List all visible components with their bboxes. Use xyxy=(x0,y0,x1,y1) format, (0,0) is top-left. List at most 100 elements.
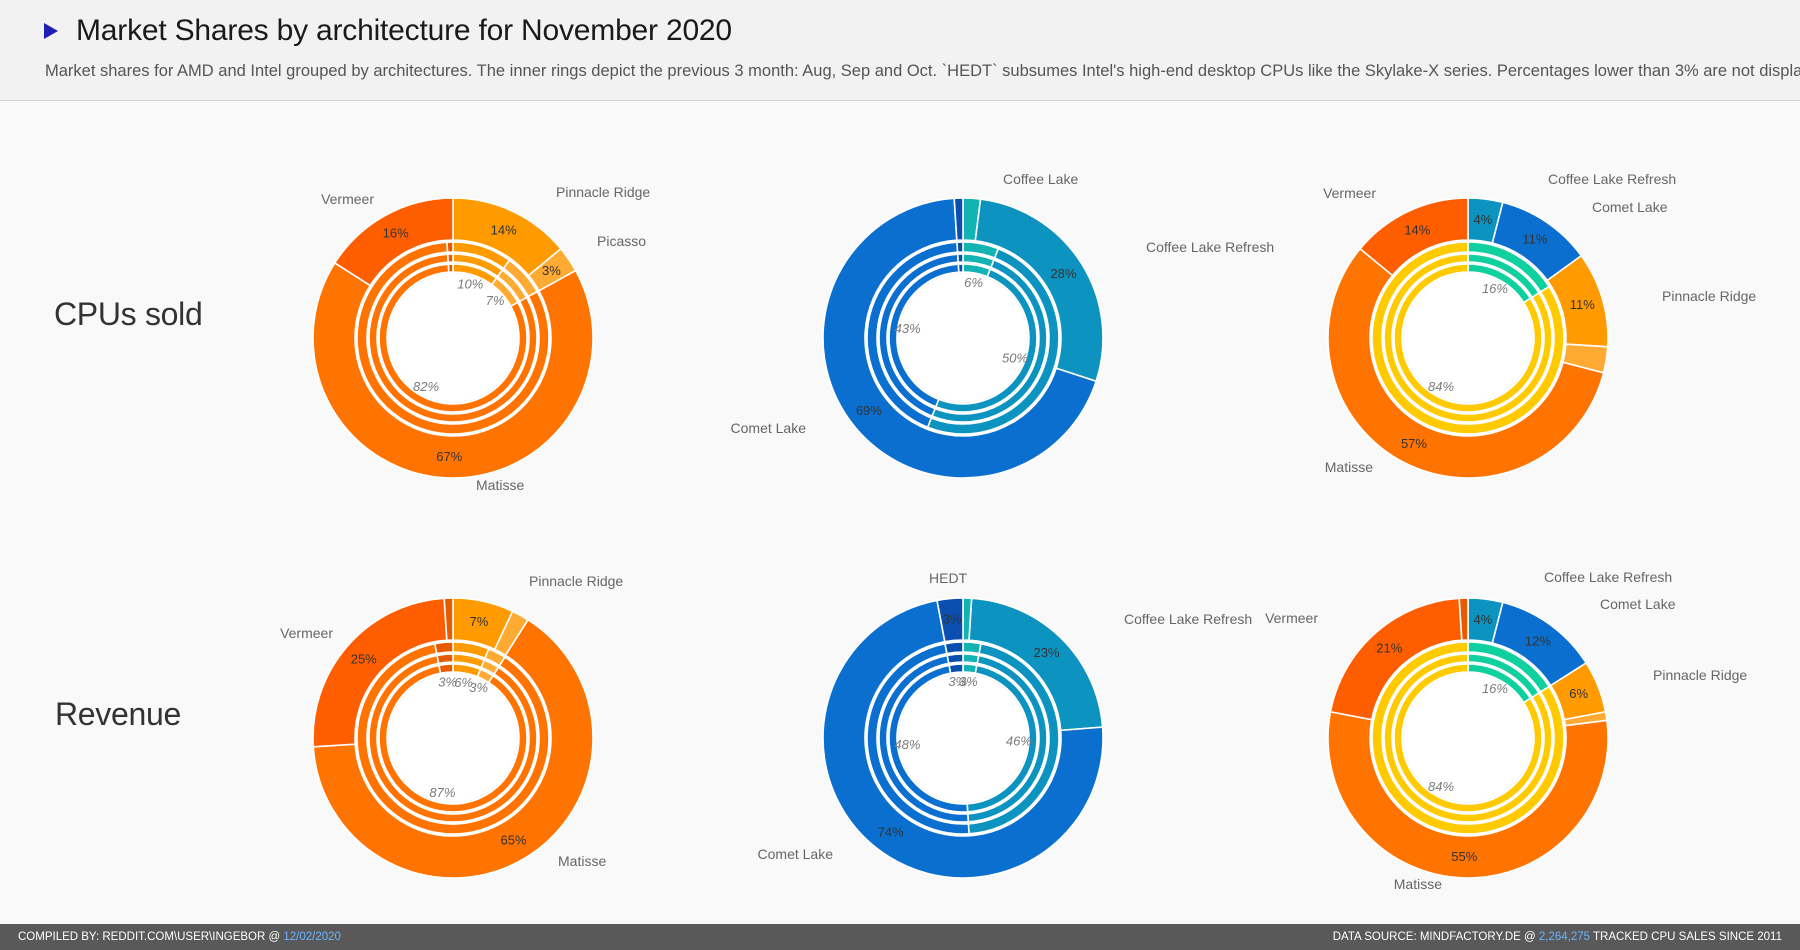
outer-slice-label-coffee-lake-refresh: 4% xyxy=(1474,212,1493,227)
inner-label-intel: 16% xyxy=(1482,681,1508,696)
outer-slice-label-vermeer: 25% xyxy=(351,651,377,666)
inner-ring-3-slice-other xyxy=(438,663,454,675)
footer: COMPILED BY: REDDIT.COM\USER\INGEBOR @ 1… xyxy=(0,924,1800,950)
outer-slice-label-comet-lake: 11% xyxy=(1522,232,1547,247)
inner-ring-3-slice-hedt xyxy=(948,663,964,675)
inner-label-matisse: 87% xyxy=(429,785,455,800)
outer-slice-label-comet-lake: 69% xyxy=(856,403,882,418)
charts-canvas: 14% 3% 67% 16% 10%7% 82% Vermeer Pinnacle Ridge… xyxy=(280,171,1756,892)
callout-matisse: Matisse xyxy=(476,477,524,493)
footer-source-suffix: TRACKED CPU SALES SINCE 2011 xyxy=(1590,931,1782,943)
outer-slice-label-pinnacle-ridge: 14% xyxy=(491,222,517,237)
callout-vermeer: Vermeer xyxy=(1323,185,1376,201)
inner-ring-1-slice-hedt xyxy=(956,241,964,254)
inner-label-coffee-lake: 6% xyxy=(964,275,983,290)
outer-slice-comet-lake xyxy=(822,599,1104,879)
title-row: Market Shares by architecture for Novemb… xyxy=(44,14,732,48)
inner-label-amd: 84% xyxy=(1428,779,1454,794)
inner-label-comet-lake: 48% xyxy=(894,737,920,752)
callout-coffee-lake: Coffee Lake xyxy=(1003,171,1078,187)
inner-ring-1-slice-coffee-lake xyxy=(962,641,982,655)
outer-slice-vermeer xyxy=(1359,197,1469,277)
outer-slice-other xyxy=(1458,597,1469,642)
outer-slice-hedt xyxy=(953,197,964,242)
callout-picasso: Picasso xyxy=(597,233,646,249)
donut-hole xyxy=(389,274,517,402)
inner-ring-3-slice-other xyxy=(447,263,454,273)
callout-comet-lake: Comet Lake xyxy=(1592,199,1668,215)
donut-hole xyxy=(1404,274,1532,402)
inner-ring-3-slice-hedt xyxy=(957,263,964,273)
outer-slice-label-coffee-lake-refresh: 28% xyxy=(1050,266,1076,281)
outer-slice-label-picasso: 3% xyxy=(542,263,561,278)
inner-label-comet-lake: 43% xyxy=(895,321,921,336)
outer-slice-label-coffee-lake-refresh: 23% xyxy=(1033,645,1059,660)
inner-label-picasso: 7% xyxy=(486,293,505,308)
callout-pinnacle-ridge: Pinnacle Ridge xyxy=(529,573,623,589)
inner-ring-2-slice-other xyxy=(446,253,454,263)
footer-source-prefix: DATA SOURCE: MINDFACTORY.DE @ xyxy=(1332,931,1539,943)
callout-coffee-lake-refresh: Coffee Lake Refresh xyxy=(1544,569,1672,585)
outer-slice-matisse xyxy=(1327,247,1605,479)
callout-hedt: HEDT xyxy=(929,570,968,586)
inner-label-coffee-lake-refresh: 50% xyxy=(1002,351,1028,366)
footer-compiled-date: 12/02/2020 xyxy=(283,931,341,943)
inner-label-amd: 84% xyxy=(1428,379,1454,394)
inner-ring-2-slice-amd xyxy=(1383,253,1553,423)
outer-slice-comet-lake xyxy=(822,197,1098,479)
donut-hole xyxy=(899,674,1027,802)
outer-slice-label-matisse: 57% xyxy=(1401,436,1427,451)
row-label-cpus-sold: CPUs sold xyxy=(54,296,203,332)
inner-ring-2-slice-other xyxy=(436,653,454,665)
outer-slice-label-comet-lake: 74% xyxy=(878,825,904,840)
inner-ring-1-slice-other xyxy=(446,241,454,254)
donut-hole xyxy=(1404,674,1532,802)
callout-coffee-lake-refresh: Coffee Lake Refresh xyxy=(1548,171,1676,187)
outer-slice-label-hedt: 3% xyxy=(943,612,962,627)
outer-slice-label-matisse: 65% xyxy=(501,832,527,847)
inner-ring-2-slice-amd xyxy=(1383,653,1553,823)
outer-slice-hedt xyxy=(936,597,964,643)
inner-label-coffee-lake: 3% xyxy=(959,674,978,689)
outer-slice-matisse xyxy=(312,261,594,479)
donut-hole xyxy=(389,674,517,802)
inner-ring-2-slice-coffee-lake xyxy=(962,653,980,665)
donut-chart-intel-units: 28% 69% 6% 50% 43% Coffee Lake Coffee Lake Ref… xyxy=(731,171,1274,479)
callout-matisse: Matisse xyxy=(1394,876,1442,892)
outer-slice-label-matisse: 55% xyxy=(1451,849,1477,864)
outer-slice-matisse xyxy=(312,618,594,879)
inner-label-coffee-lake-refresh: 46% xyxy=(1006,734,1032,749)
inner-ring-1-slice-amd xyxy=(1371,641,1565,835)
inner-ring-3-slice-amd xyxy=(1393,263,1543,413)
callout-vermeer: Vermeer xyxy=(280,625,333,641)
page-title: Market Shares by architecture for Novemb… xyxy=(76,14,732,47)
page-subtitle: Market shares for AMD and Intel grouped … xyxy=(45,62,1800,80)
outer-slice-label-pinnacle-ridge: 11% xyxy=(1570,297,1595,312)
outer-slice-vermeer xyxy=(333,197,454,287)
inner-label-picasso: 3% xyxy=(469,680,488,695)
footer-compiled: COMPILED BY: REDDIT.COM\USER\INGEBOR @ 1… xyxy=(18,931,341,943)
row-label-revenue: Revenue xyxy=(55,696,181,732)
callout-coffee-lake-refresh: Coffee Lake Refresh xyxy=(1146,239,1274,255)
donut-chart-combined-revenue: 4% 12% 6% 55% 21% 16% 84% Coffee Lake Refresh Co… xyxy=(1265,569,1747,892)
play-triangle-icon xyxy=(44,23,58,39)
donut-chart-combined-units: 4% 11% 11% 57% 14% 16% 84% Vermeer Coffee Lake R… xyxy=(1323,171,1756,479)
callout-matisse: Matisse xyxy=(1325,459,1373,475)
footer-compiled-prefix: COMPILED BY: REDDIT.COM\USER\INGEBOR @ xyxy=(18,931,284,943)
callout-pinnacle-ridge: Pinnacle Ridge xyxy=(556,184,650,200)
callout-pinnacle-ridge: Pinnacle Ridge xyxy=(1662,288,1756,304)
inner-label-matisse: 82% xyxy=(413,379,439,394)
outer-slice-label-vermeer: 14% xyxy=(1404,222,1430,237)
outer-slice-other xyxy=(443,597,454,642)
outer-slice-label-matisse: 67% xyxy=(436,449,462,464)
inner-label-intel: 16% xyxy=(1482,281,1508,296)
outer-slice-matisse xyxy=(1327,710,1609,879)
donut-hole xyxy=(899,274,1027,402)
outer-slice-label-vermeer: 21% xyxy=(1376,641,1402,656)
inner-ring-1-slice-other xyxy=(433,641,454,655)
inner-ring-2-slice-hedt xyxy=(946,653,964,665)
donut-chart-amd-revenue: 7% 65% 25% 6%3% 87% 3% Pinnacle Ridge Vermeer Ma… xyxy=(280,573,623,879)
inner-label-pinnacle-ridge: 10% xyxy=(457,277,483,292)
callout-pinnacle-ridge: Pinnacle Ridge xyxy=(1653,667,1747,683)
donut-chart-amd-units: 14% 3% 67% 16% 10%7% 82% Vermeer Pinnacle Ridge… xyxy=(312,184,650,493)
